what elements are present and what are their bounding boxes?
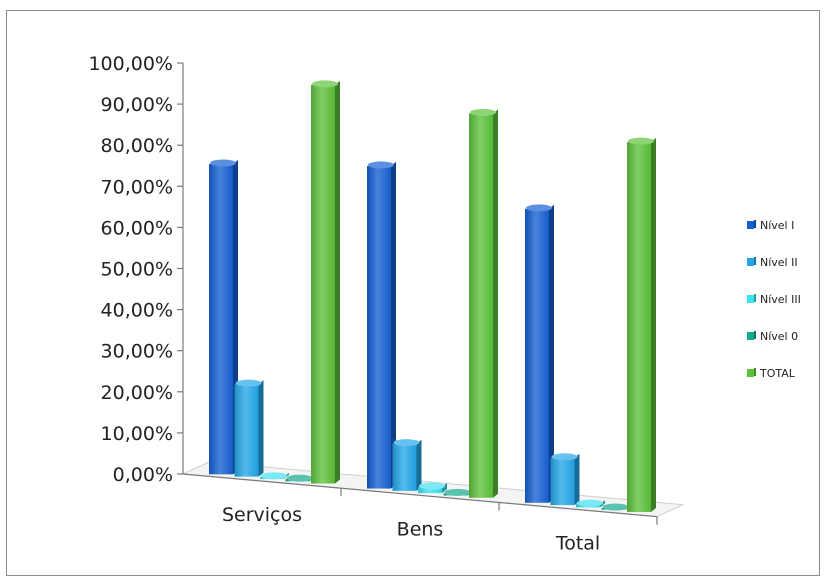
bar (234, 379, 264, 477)
bar (418, 482, 447, 494)
y-tick-label: 100,00% (88, 53, 173, 75)
legend-swatch (747, 258, 754, 266)
y-tick-labels: 0,00% 10,00% 20,00% 30,00% 40,00% 50,00% 60,00… (88, 53, 173, 486)
chart-frame: 0,00% 10,00% 20,00% 30,00% 40,00% 50,00% 60,00… (6, 10, 820, 576)
bar (525, 204, 554, 503)
legend-label: Nível III (760, 293, 801, 306)
legend-item: Nível III (747, 293, 801, 306)
y-tick-label: 10,00% (101, 423, 173, 445)
legend-swatch (747, 369, 754, 377)
legend-label: TOTAL (759, 367, 796, 380)
legend-item: Nível II (747, 256, 798, 269)
legend-swatch (747, 295, 754, 303)
legend-item: TOTAL (747, 367, 796, 380)
y-tick-label: 40,00% (101, 300, 173, 322)
legend-label: Nível 0 (760, 330, 798, 343)
legend-item: Nível 0 (747, 330, 798, 343)
bar (260, 472, 289, 480)
x-category-labels: Serviços Bens Total (222, 504, 600, 554)
y-tick-label: 80,00% (101, 135, 173, 157)
legend: Nível I Nível II Nível III Nível 0 TOTAL (747, 219, 801, 380)
bar (311, 80, 340, 484)
bar (576, 499, 605, 508)
bar (392, 439, 422, 491)
y-tick-label: 30,00% (101, 341, 173, 363)
chart-svg: 0,00% 10,00% 20,00% 30,00% 40,00% 50,00% 60,00… (88, 53, 801, 555)
bar (209, 159, 238, 475)
y-tick-label: 0,00% (113, 464, 173, 486)
axes (177, 62, 658, 525)
x-category-label: Total (555, 533, 600, 555)
bars (209, 80, 656, 512)
legend-label: Nível I (760, 219, 794, 232)
y-tick-label: 60,00% (101, 217, 173, 239)
bar (469, 108, 498, 498)
legend-swatch (747, 332, 754, 340)
legend-item: Nível I (747, 219, 794, 232)
bar (367, 161, 396, 489)
y-tick-label: 50,00% (101, 259, 173, 281)
x-category-label: Serviços (222, 504, 302, 526)
bar (550, 453, 580, 506)
y-tick-label: 20,00% (101, 382, 173, 404)
legend-swatch (747, 221, 754, 229)
x-category-label: Bens (397, 518, 444, 540)
y-tick-label: 70,00% (101, 176, 173, 198)
bar (627, 137, 656, 512)
y-tick-label: 90,00% (101, 94, 173, 116)
legend-label: Nível II (760, 256, 798, 269)
